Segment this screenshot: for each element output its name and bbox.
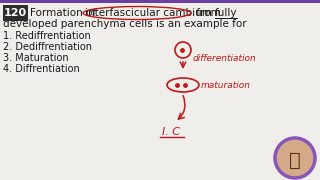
Text: interfascicular cambium: interfascicular cambium xyxy=(85,8,212,18)
Text: 4. Diffrentiation: 4. Diffrentiation xyxy=(3,64,80,74)
Text: I. C: I. C xyxy=(162,127,180,137)
Text: 👤: 👤 xyxy=(289,150,301,170)
Text: 2. Dediffrentiation: 2. Dediffrentiation xyxy=(3,42,92,52)
Text: maturation: maturation xyxy=(201,80,251,89)
Text: Formation of: Formation of xyxy=(30,8,100,18)
Text: from: from xyxy=(193,8,224,18)
Text: fully: fully xyxy=(215,8,237,18)
Text: 3. Maturation: 3. Maturation xyxy=(3,53,68,63)
Text: developed parenchyma cells is an example for: developed parenchyma cells is an example… xyxy=(3,19,247,29)
Circle shape xyxy=(275,138,315,178)
Text: 120: 120 xyxy=(4,8,27,18)
Bar xyxy=(0,0,320,3)
FancyBboxPatch shape xyxy=(3,4,28,21)
Text: 1. Rediffrentiation: 1. Rediffrentiation xyxy=(3,31,91,41)
Text: differentiation: differentiation xyxy=(193,53,257,62)
